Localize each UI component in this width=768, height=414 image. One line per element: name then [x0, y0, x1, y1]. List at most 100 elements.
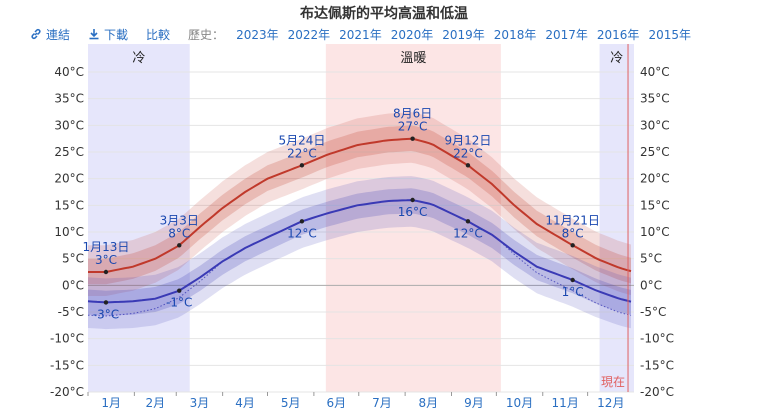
low-band-outer [88, 176, 631, 330]
annotation-dot [299, 163, 305, 168]
y-tick-label-right: -10°C [640, 332, 674, 346]
compare-label: 比較 [146, 27, 171, 42]
year-link[interactable]: 2021年 [339, 27, 382, 42]
month-label: 11月 [552, 396, 579, 410]
y-tick-label-left: -10°C [50, 332, 84, 346]
month-label: 12月 [597, 396, 624, 410]
annotation-value: 8°C [168, 226, 190, 240]
y-tick-label-left: 10°C [54, 225, 84, 239]
high-band-inner [88, 125, 631, 285]
y-tick-label-left: 15°C [54, 198, 84, 212]
year-link[interactable]: 2022年 [287, 27, 331, 42]
annotation-value: 1°C [562, 285, 584, 299]
annotation-date: 8月6日 [393, 107, 432, 121]
annotation-value: -1°C [166, 296, 192, 310]
annotation-value: 12°C [287, 226, 317, 240]
y-tick-label-left: 25°C [54, 145, 84, 159]
annotation-value: 3°C [95, 253, 117, 267]
y-tick-label-left: 40°C [54, 65, 84, 79]
y-tick-label-left: 35°C [54, 92, 84, 106]
month-label: 4月 [235, 396, 255, 410]
annotation-date: 3月3日 [160, 213, 199, 227]
y-tick-label-left: 5°C [62, 252, 84, 266]
y-tick-label-right: 5°C [640, 252, 662, 266]
history-label: 歷史： [188, 27, 225, 42]
y-tick-label-right: 25°C [640, 145, 670, 159]
season-band-cold [599, 44, 634, 392]
annotation-value: 27°C [398, 120, 428, 134]
month-label: 2月 [145, 396, 165, 410]
year-link[interactable]: 2023年 [236, 27, 279, 42]
y-tick-label-left: 0°C [62, 278, 84, 292]
annotation-dot [103, 300, 109, 305]
annotation-value: -3°C [93, 307, 119, 321]
annotation-dot [465, 219, 471, 224]
year-link[interactable]: 2016年 [596, 27, 640, 42]
season-band-warm [325, 44, 501, 392]
y-tick-label-right: -15°C [640, 358, 674, 372]
now-label: 現在 [601, 375, 625, 389]
y-tick-label-left: -20°C [50, 385, 84, 399]
download-button[interactable]: 下載 [88, 26, 128, 43]
y-tick-label-left: -5°C [58, 305, 84, 319]
month-label: 9月 [464, 396, 484, 410]
season-label: 冷 [610, 51, 623, 66]
annotation-dot [570, 243, 575, 248]
annotation-date: 9月12日 [445, 133, 492, 147]
season-label: 冷 [132, 51, 145, 66]
annotation-date: 5月24日 [278, 133, 325, 147]
annotation-dot [570, 277, 575, 283]
month-label: 8月 [418, 396, 438, 410]
y-tick-label-left: 30°C [54, 118, 84, 132]
annotation-dot [103, 269, 109, 275]
annotation-dot [299, 219, 305, 224]
link-icon [31, 28, 41, 40]
y-tick-label-right: -5°C [640, 305, 666, 319]
y-tick-label-left: 20°C [54, 172, 84, 186]
y-tick-label-right: 40°C [640, 65, 670, 79]
y-tick-label-left: -15°C [50, 358, 84, 372]
season-band-cold [88, 44, 190, 392]
year-link[interactable]: 2017年 [545, 27, 588, 42]
annotation-dot [465, 163, 471, 168]
high-band-outer [88, 112, 631, 296]
season-label: 溫暖 [400, 51, 426, 66]
annotation-value: 22°C [287, 146, 317, 160]
month-label: 7月 [372, 396, 392, 410]
low-band-inner [88, 188, 631, 316]
annotation-dot [177, 288, 182, 293]
link-button[interactable]: 連結 [30, 26, 70, 43]
month-label: 3月 [190, 396, 210, 410]
year-link[interactable]: 2018年 [493, 27, 537, 42]
year-link[interactable]: 2020年 [390, 27, 434, 42]
annotation-date: 1月13日 [82, 240, 129, 254]
annotation-date: 11月21日 [545, 213, 600, 227]
y-tick-label-right: 30°C [640, 118, 670, 132]
chart-title: 布达佩斯的平均高温和低温 [300, 6, 468, 22]
temperature-chart: 冷 溫暖 冷 -20°C -20°C -15°C -15°C -10°C -10°C -5°C -5… [50, 44, 674, 410]
month-label: 5月 [281, 396, 301, 410]
annotation-value: 12°C [453, 226, 483, 240]
y-tick-label-right: 20°C [640, 172, 670, 186]
compare-button[interactable]: 比較 [146, 26, 170, 43]
annotation-value: 22°C [453, 146, 483, 160]
y-tick-label-right: -20°C [640, 385, 674, 399]
toolbar: 連結 下載 比較 歷史： 2023年 2022年 2021年 2020年 201… [30, 25, 700, 43]
annotation-dot [410, 197, 415, 203]
month-label: 1月 [101, 396, 121, 410]
history-years: 歷史： 2023年 2022年 2021年 2020年 2019年 2018年 … [188, 26, 700, 43]
annotation-dot [410, 136, 415, 141]
y-tick-label-right: 10°C [640, 225, 670, 239]
year-link[interactable]: 2019年 [442, 27, 485, 42]
year-link[interactable]: 2015年 [648, 27, 691, 42]
download-label: 下載 [104, 27, 129, 42]
month-label: 10月 [506, 396, 533, 410]
download-icon [89, 29, 99, 40]
annotation-value: 8°C [562, 226, 584, 240]
link-label: 連結 [46, 27, 71, 42]
annotation-value: 16°C [398, 205, 428, 219]
annotation-dot [177, 243, 182, 248]
y-tick-label-right: 15°C [640, 198, 670, 212]
month-label: 6月 [326, 396, 346, 410]
y-tick-label-right: 35°C [640, 92, 670, 106]
